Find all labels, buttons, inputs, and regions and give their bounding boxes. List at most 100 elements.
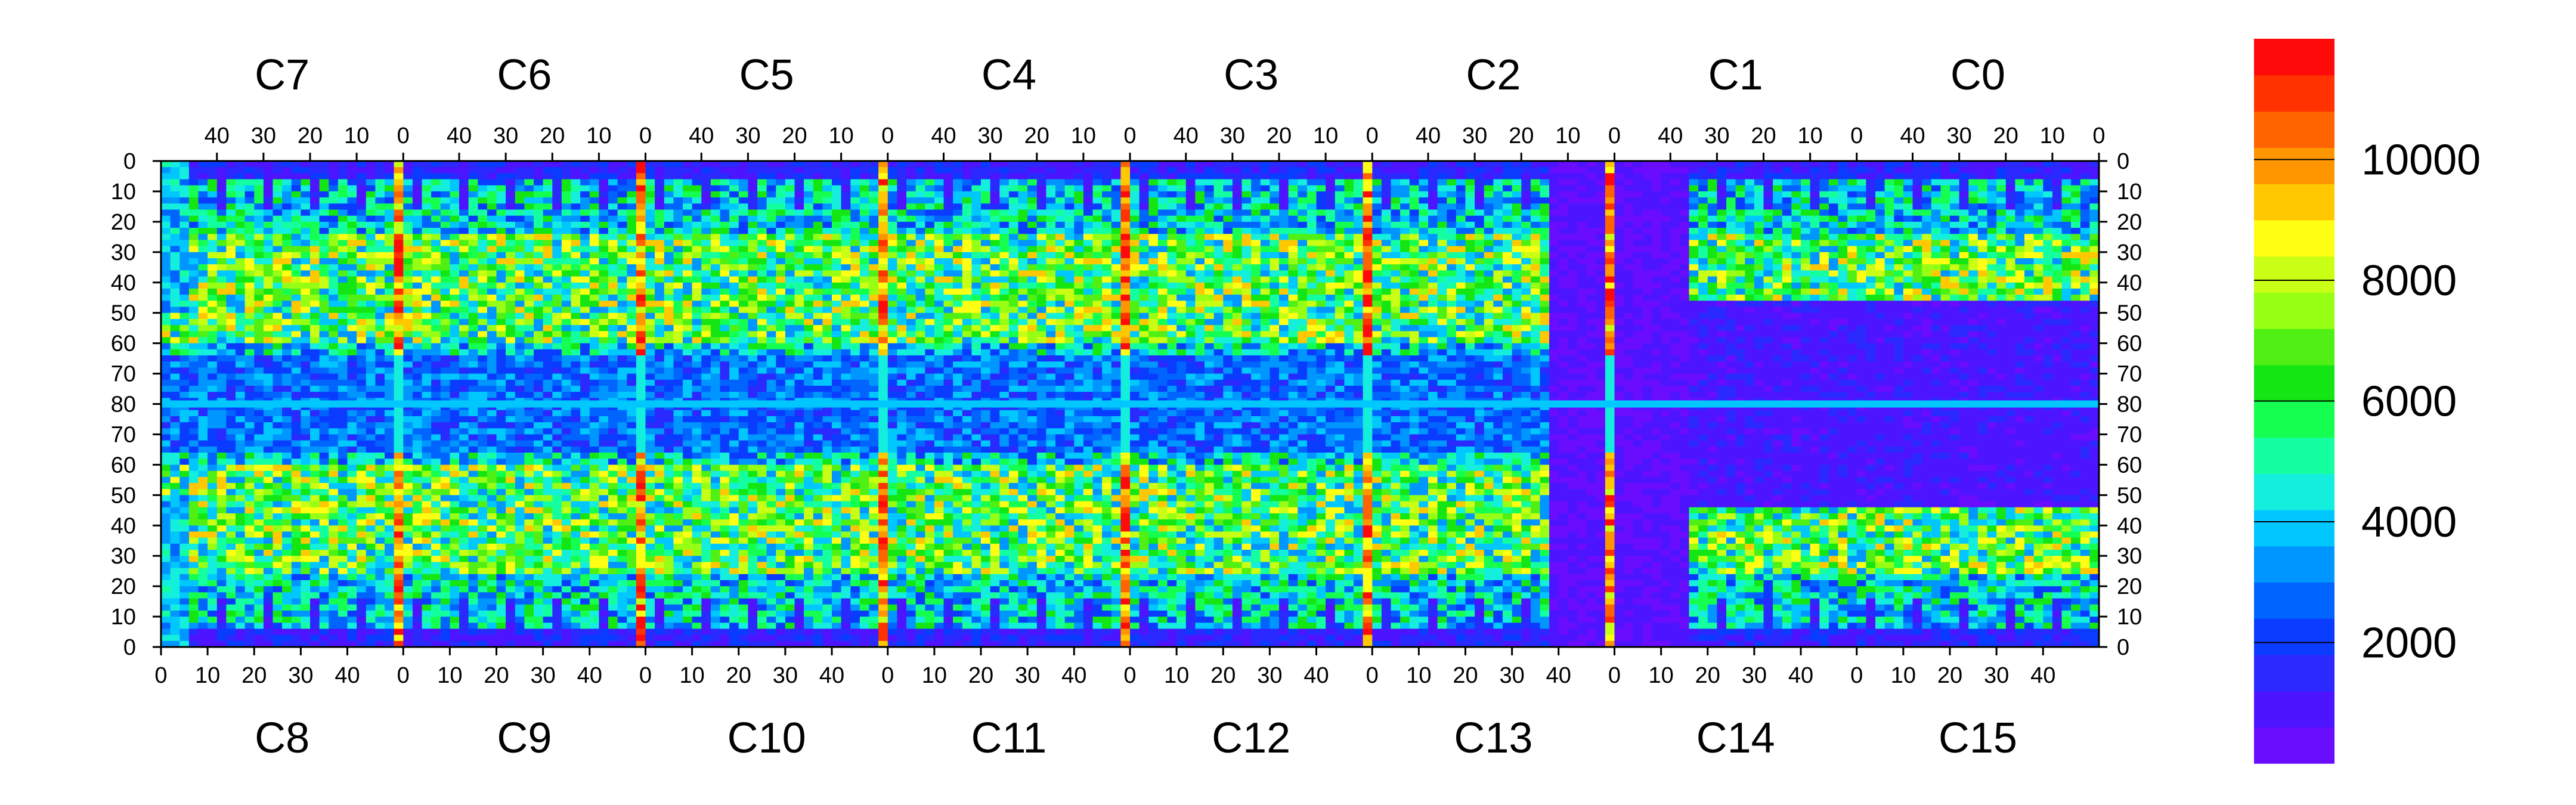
- heatmap-cell: [357, 556, 367, 562]
- heatmap-cell: [170, 258, 180, 265]
- heatmap-cell: [450, 617, 460, 623]
- heatmap-cell: [422, 501, 432, 508]
- heatmap-cell: [459, 185, 469, 192]
- heatmap-cell: [301, 234, 311, 241]
- heatmap-cell: [804, 337, 814, 344]
- heatmap-cell: [813, 240, 823, 247]
- heatmap-cell: [534, 446, 544, 453]
- heatmap-cell: [282, 288, 292, 295]
- heatmap-cell: [561, 513, 572, 520]
- heatmap-cell: [748, 288, 758, 295]
- heatmap-cell: [236, 288, 246, 295]
- heatmap-cell: [198, 470, 208, 478]
- heatmap-cell: [524, 459, 534, 465]
- heatmap-cell: [543, 258, 553, 265]
- heatmap-cell: [450, 537, 460, 544]
- heatmap-cell: [487, 209, 497, 216]
- heatmap-cell: [683, 221, 693, 228]
- heatmap-cell: [440, 349, 450, 356]
- heatmap-cell: [571, 203, 581, 210]
- heatmap-cell: [338, 306, 348, 314]
- heatmap-cell: [515, 312, 525, 320]
- heatmap-cell: [216, 252, 227, 259]
- heatmap-cell: [450, 264, 460, 271]
- heatmap-cell: [375, 604, 385, 611]
- heatmap-cell: [357, 361, 367, 368]
- heatmap-cell: [431, 179, 441, 186]
- heatmap-cell: [478, 525, 488, 532]
- heatmap-cell: [450, 343, 460, 350]
- heatmap-cell: [198, 312, 208, 320]
- heatmap-cell: [179, 453, 190, 459]
- heatmap-cell: [627, 203, 637, 210]
- heatmap-cell: [580, 580, 590, 587]
- heatmap-cell: [394, 252, 404, 259]
- heatmap-cell: [310, 197, 320, 204]
- heatmap-cell: [310, 288, 320, 295]
- heatmap-cell: [338, 617, 348, 623]
- heatmap-cell: [403, 264, 413, 271]
- heatmap-cell: [832, 264, 842, 271]
- heatmap-cell: [422, 185, 432, 192]
- heatmap-cell: [301, 556, 311, 562]
- heatmap-cell: [599, 246, 609, 253]
- heatmap-cell: [198, 592, 208, 599]
- heatmap-cell: [506, 355, 516, 362]
- heatmap-cell: [832, 246, 842, 253]
- heatmap-cell: [617, 610, 627, 617]
- heatmap-cell: [617, 331, 627, 338]
- heatmap-cell: [254, 343, 264, 350]
- heatmap-cell: [310, 519, 320, 526]
- heatmap-cell: [170, 598, 180, 605]
- heatmap-cell: [412, 562, 423, 569]
- heatmap-cell: [832, 295, 842, 301]
- heatmap-cell: [589, 592, 599, 599]
- heatmap-cell: [291, 489, 301, 496]
- heatmap-cell: [804, 258, 814, 265]
- heatmap-cell: [459, 476, 469, 484]
- heatmap-cell: [282, 610, 292, 617]
- heatmap-cell: [394, 507, 404, 514]
- heatmap-cell: [403, 501, 413, 508]
- heatmap-cell: [291, 295, 301, 301]
- heatmap-cell: [319, 550, 329, 556]
- heatmap-cell: [608, 246, 618, 253]
- heatmap-cell: [766, 295, 776, 301]
- heatmap-cell: [198, 367, 208, 374]
- heatmap-cell: [319, 367, 329, 374]
- heatmap-cell: [357, 288, 367, 295]
- heatmap-cell: [366, 586, 376, 593]
- heatmap-cell: [244, 252, 255, 259]
- heatmap-cell: [645, 252, 655, 259]
- heatmap-cell: [692, 343, 702, 350]
- heatmap-cell: [440, 482, 450, 490]
- heatmap-cell: [301, 416, 311, 423]
- heatmap-cell: [534, 537, 544, 544]
- heatmap-cell: [412, 234, 423, 241]
- heatmap-cell: [813, 312, 823, 320]
- heatmap-cell: [403, 586, 413, 593]
- heatmap-cell: [226, 173, 236, 180]
- heatmap-cell: [478, 459, 488, 465]
- heatmap-cell: [236, 513, 246, 520]
- heatmap-cell: [617, 312, 627, 320]
- heatmap-cell: [804, 367, 814, 374]
- heatmap-cell: [282, 240, 292, 247]
- heatmap-cell: [310, 598, 320, 605]
- heatmap-cell: [459, 312, 469, 320]
- heatmap-cell: [347, 598, 357, 605]
- heatmap-cell: [244, 191, 255, 198]
- heatmap-cell: [599, 580, 609, 587]
- heatmap-cell: [748, 252, 758, 259]
- heatmap-cell: [617, 197, 627, 204]
- heatmap-cell: [673, 312, 683, 320]
- heatmap-cell: [524, 161, 534, 168]
- heatmap-cell: [412, 550, 423, 556]
- heatmap-cell: [794, 197, 804, 204]
- heatmap-cell: [412, 623, 423, 630]
- heatmap-cell: [832, 373, 842, 380]
- heatmap-cell: [608, 185, 618, 192]
- heatmap-cell: [580, 228, 590, 234]
- heatmap-cell: [617, 318, 627, 326]
- heatmap-cell: [208, 215, 218, 222]
